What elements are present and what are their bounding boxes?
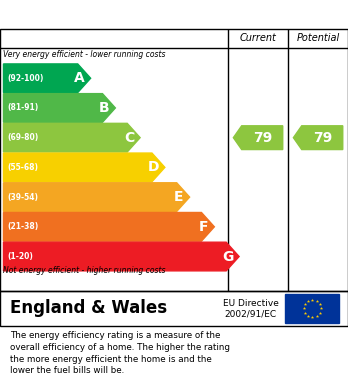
Polygon shape: [3, 153, 165, 182]
Text: B: B: [99, 101, 110, 115]
Text: F: F: [199, 220, 208, 234]
Text: A: A: [74, 71, 85, 85]
Polygon shape: [293, 126, 343, 150]
Polygon shape: [3, 123, 140, 152]
Text: Not energy efficient - higher running costs: Not energy efficient - higher running co…: [3, 266, 166, 275]
Text: (21-38): (21-38): [8, 222, 39, 231]
Polygon shape: [3, 183, 190, 212]
Bar: [285, 294, 339, 323]
Text: G: G: [222, 249, 234, 264]
Text: E: E: [174, 190, 183, 204]
Polygon shape: [3, 64, 90, 93]
Text: (69-80): (69-80): [8, 133, 39, 142]
Text: England & Wales: England & Wales: [10, 300, 168, 317]
Text: (39-54): (39-54): [8, 193, 39, 202]
Text: Potential: Potential: [296, 33, 340, 43]
Text: Very energy efficient - lower running costs: Very energy efficient - lower running co…: [3, 50, 166, 59]
Text: Energy Efficiency Rating: Energy Efficiency Rating: [69, 7, 279, 22]
Text: C: C: [124, 131, 134, 145]
Text: Current: Current: [240, 33, 276, 43]
Text: (81-91): (81-91): [8, 104, 39, 113]
Polygon shape: [3, 212, 214, 241]
Text: EU Directive
2002/91/EC: EU Directive 2002/91/EC: [223, 299, 278, 318]
Polygon shape: [234, 126, 283, 150]
Text: (1-20): (1-20): [8, 252, 33, 261]
Text: D: D: [148, 160, 160, 174]
Polygon shape: [3, 93, 116, 122]
Text: (55-68): (55-68): [8, 163, 39, 172]
Text: 79: 79: [314, 131, 333, 145]
Text: (92-100): (92-100): [8, 74, 44, 83]
Text: 79: 79: [253, 131, 272, 145]
Text: The energy efficiency rating is a measure of the
overall efficiency of a home. T: The energy efficiency rating is a measur…: [10, 331, 230, 375]
Polygon shape: [3, 242, 239, 271]
